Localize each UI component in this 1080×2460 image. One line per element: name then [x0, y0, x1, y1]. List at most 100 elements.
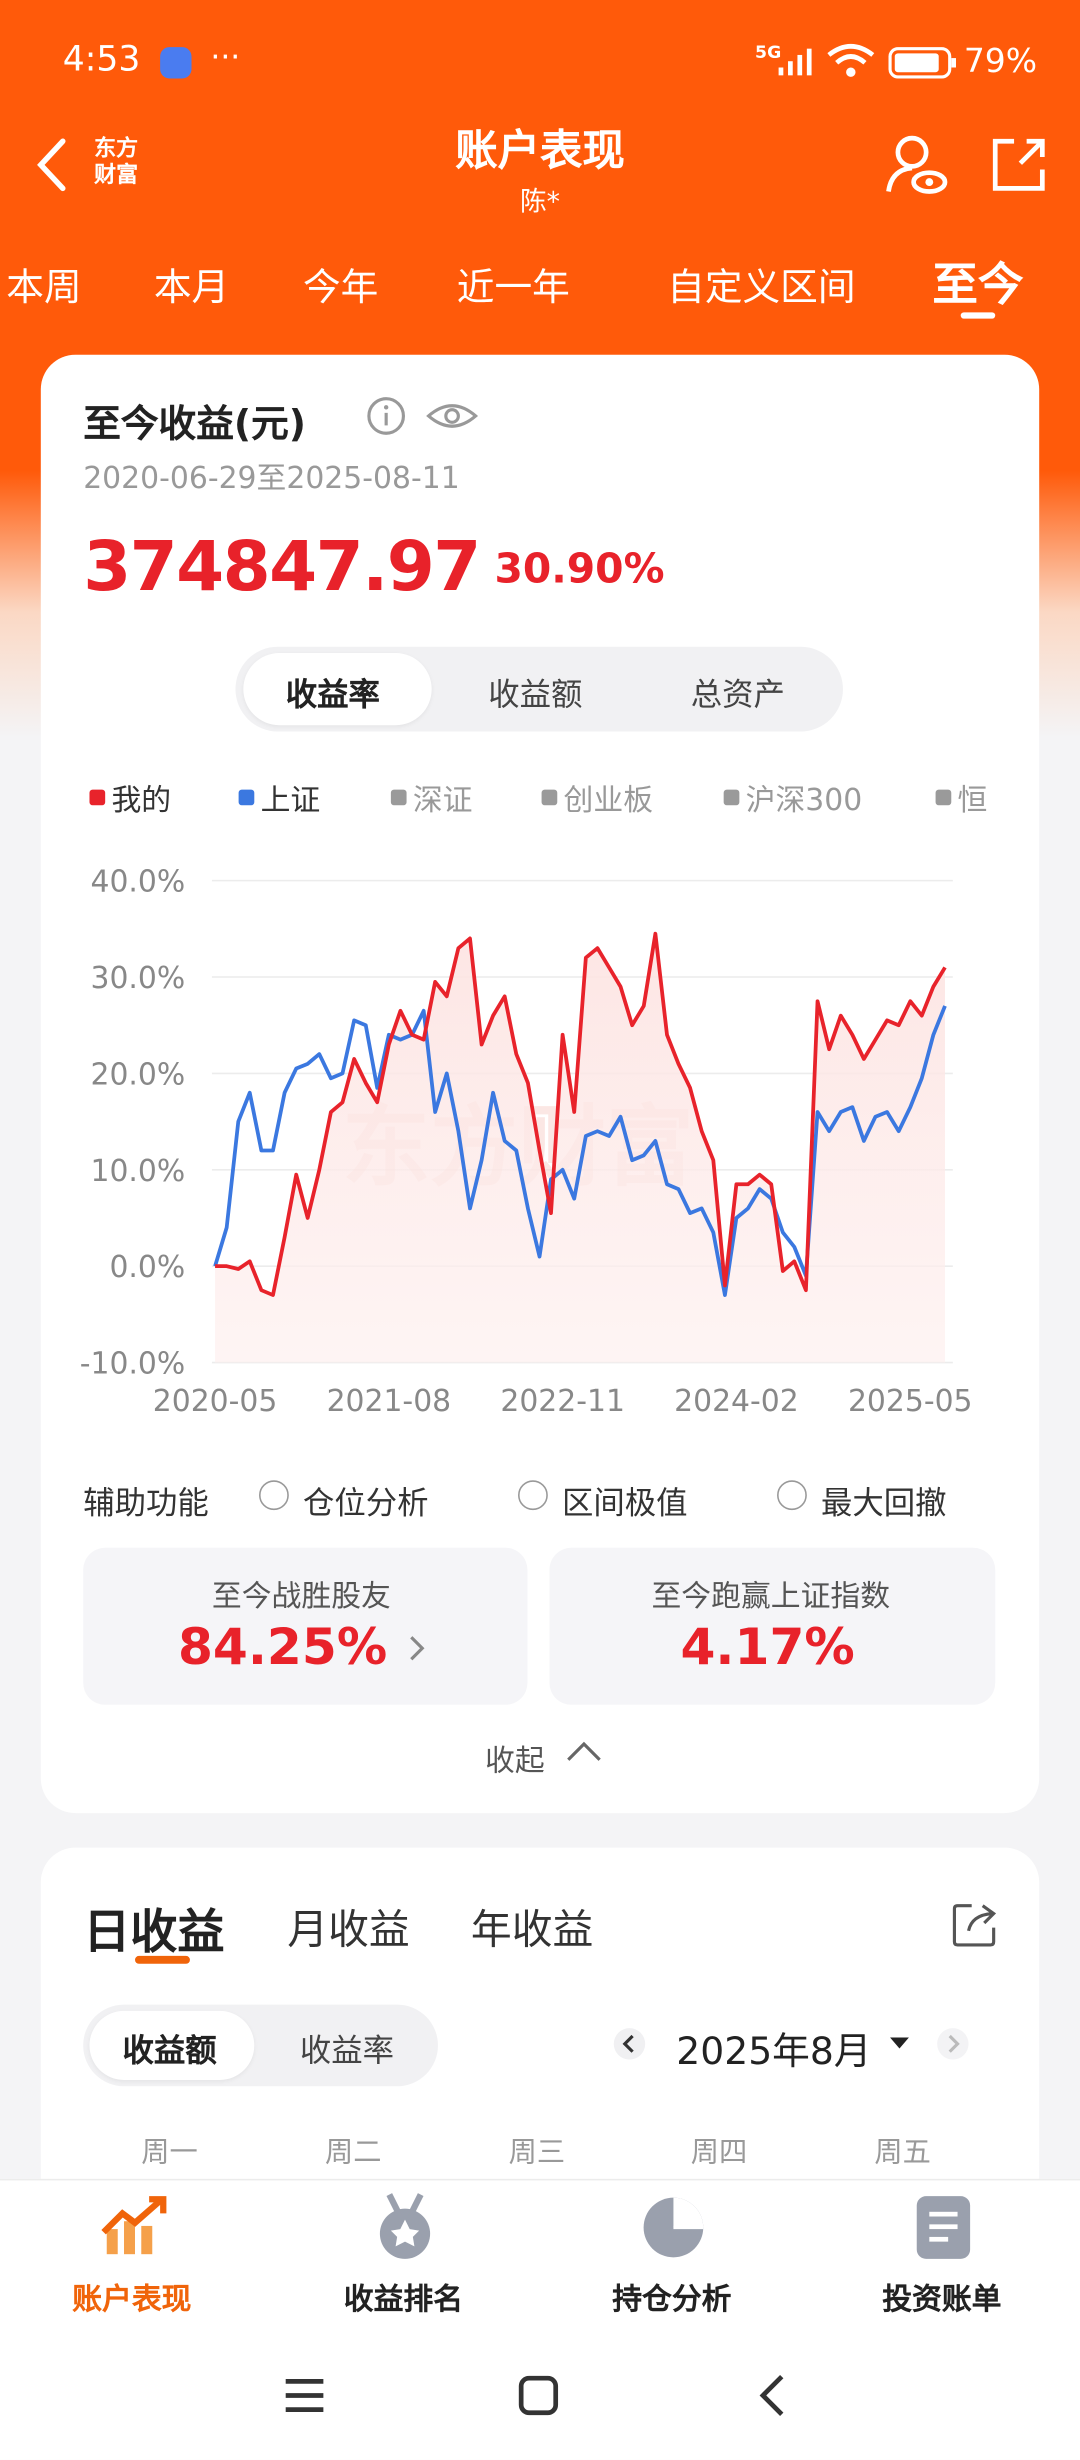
tab-underline	[135, 1955, 190, 1964]
legend-swatch[interactable]	[541, 789, 558, 806]
period-tab[interactable]: 今年	[302, 265, 379, 310]
legend-label[interactable]: 沪深300	[745, 783, 863, 818]
weekday: 周五	[874, 2136, 931, 2170]
month-caret	[890, 2037, 909, 2049]
status-time: 4:53	[62, 40, 141, 81]
x-tick-label: 2021-08	[327, 1384, 452, 1419]
chart-toggle-item[interactable]: 收益率	[285, 675, 380, 713]
page-subtitle: 陈*	[519, 186, 561, 219]
series-line	[213, 1005, 947, 1297]
month-picker[interactable]: 2025年8月	[676, 2029, 872, 2074]
x-tick-label: 2025-05	[848, 1384, 973, 1419]
legend-swatch[interactable]	[238, 789, 255, 806]
legend-swatch[interactable]	[723, 789, 740, 806]
stat-label: 至今跑赢上证指数	[651, 1579, 891, 1614]
weekday: 周一	[141, 2136, 198, 2170]
back-button[interactable]	[31, 135, 75, 195]
stat-box	[549, 1547, 996, 1705]
period-tab[interactable]: 自定义区间	[667, 265, 856, 310]
y-tick-label: 30.0%	[91, 961, 186, 996]
logo-line: 东方	[94, 136, 139, 162]
period-tab[interactable]: 近一年	[456, 265, 570, 310]
chevron-right	[410, 1636, 425, 1661]
legend-label[interactable]: 上证	[260, 783, 321, 818]
nav-icon-holdings	[643, 2197, 704, 2258]
chart-toggle-item[interactable]: 收益额	[488, 675, 583, 713]
aux-option[interactable]: 仓位分析	[302, 1483, 429, 1522]
period-tab[interactable]: 本周	[6, 265, 82, 310]
legend-label[interactable]: 深证	[412, 783, 473, 818]
y-tick-label: 20.0%	[91, 1057, 186, 1092]
radio[interactable]	[518, 1480, 548, 1511]
aux-option[interactable]: 最大回撤	[820, 1483, 947, 1522]
period-tab[interactable]: 至今	[932, 257, 1024, 311]
weekday: 周二	[324, 2136, 382, 2170]
chart-toggle-item[interactable]: 总资产	[690, 675, 785, 713]
daily-toggle-item[interactable]: 收益率	[299, 2031, 395, 2069]
nav-label[interactable]: 投资账单	[882, 2282, 1002, 2317]
profit-rate: 30.90%	[494, 546, 665, 594]
series-line	[215, 931, 947, 1297]
daily-toggle-active	[89, 2010, 255, 2080]
app-notification-icon	[160, 47, 192, 79]
stat-label: 至今战胜股友	[211, 1579, 391, 1614]
radio[interactable]	[777, 1480, 807, 1511]
date-range: 2020-06-29至2025-08-11	[83, 461, 460, 497]
legend-label[interactable]: 我的	[111, 783, 172, 818]
legend: 我的 上证 深证 创业板 沪深300 恒	[63, 772, 989, 822]
x-tick-label: 2020-05	[153, 1384, 278, 1419]
x-tick-label: 2022-11	[500, 1384, 625, 1419]
wifi-icon	[827, 43, 875, 77]
stat-value: 4.17%	[680, 1616, 855, 1677]
total-profit: 374847.97	[83, 527, 481, 608]
daily-tab[interactable]: 月收益	[287, 1907, 410, 1955]
daily-toggle-item[interactable]: 收益额	[122, 2031, 217, 2069]
legend-swatch[interactable]	[89, 789, 106, 806]
nav-label[interactable]: 账户表现	[72, 2282, 192, 2317]
prev-month[interactable]	[612, 2027, 647, 2062]
y-tick-label: -10.0%	[80, 1347, 185, 1382]
daily-tab[interactable]: 年收益	[470, 1907, 594, 1955]
more-dots: ···	[210, 37, 241, 76]
legend-label[interactable]: 恒	[957, 783, 988, 818]
nav-icon-ranking	[379, 2193, 431, 2259]
battery-icon	[888, 47, 956, 79]
nav-icon-statement	[916, 2196, 971, 2259]
status-network: 5G	[755, 42, 782, 63]
aux-option[interactable]: 区间极值	[561, 1483, 688, 1522]
daily-share-button[interactable]	[951, 1901, 998, 1948]
logo-line: 财富	[94, 163, 139, 189]
share-button[interactable]	[989, 135, 1049, 195]
stat-value: 84.25%	[177, 1616, 388, 1677]
y-tick-label: 0.0%	[109, 1250, 185, 1285]
account-view-button[interactable]	[884, 132, 950, 198]
collapse-button[interactable]: 收起	[485, 1744, 545, 1779]
brand-logo: 东方 财富	[94, 137, 138, 190]
system-nav	[285, 2374, 784, 2416]
nav-label[interactable]: 持仓分析	[612, 2282, 732, 2317]
info-eye-icons[interactable]	[366, 396, 482, 440]
next-month[interactable]	[936, 2027, 971, 2062]
period-tab[interactable]: 本月	[153, 265, 230, 310]
chevron-up	[567, 1741, 601, 1761]
weekday: 周三	[508, 2136, 566, 2170]
stat-box[interactable]	[83, 1547, 528, 1705]
page-title: 账户表现	[455, 127, 625, 176]
nav-icon-performance	[101, 2196, 167, 2255]
x-tick-label: 2024-02	[674, 1384, 799, 1419]
legend-swatch[interactable]	[935, 789, 952, 806]
series-area	[215, 933, 946, 1363]
y-tick-label: 10.0%	[91, 1154, 186, 1189]
signal-icon	[778, 48, 812, 76]
legend-swatch[interactable]	[390, 789, 407, 806]
radio[interactable]	[259, 1480, 289, 1511]
legend-label[interactable]: 创业板	[563, 783, 654, 818]
daily-tab-active[interactable]: 日收益	[83, 1905, 225, 1961]
y-tick-label: 40.0%	[91, 865, 186, 900]
nav-label[interactable]: 收益排名	[343, 2282, 464, 2317]
chart: -10.0% 0.0% 10.0% 20.0% 30.0% 40.0% 2020-05 202…	[80, 865, 973, 1420]
weekday: 周四	[690, 2136, 748, 2170]
aux-label: 辅助功能	[83, 1483, 209, 1522]
